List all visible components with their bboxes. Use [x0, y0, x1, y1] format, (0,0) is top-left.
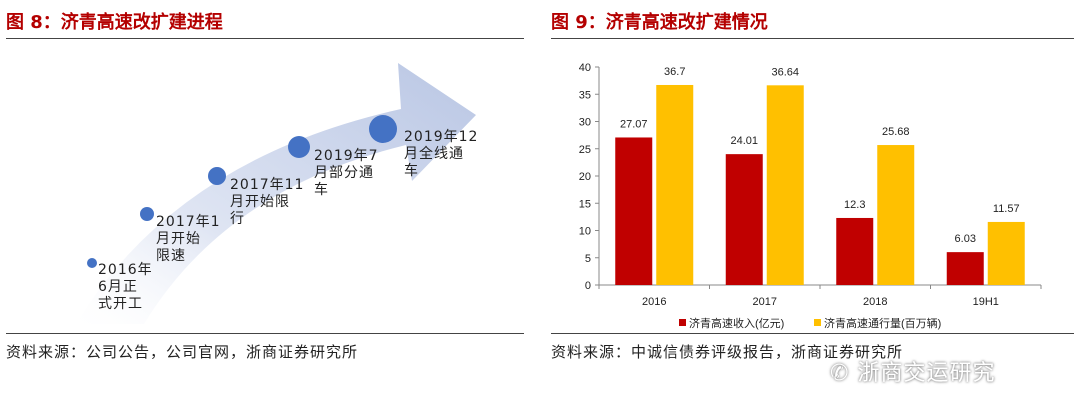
y-tick-label: 10 [579, 226, 591, 238]
x-tick-label: 19H1 [973, 296, 999, 308]
y-tick-label: 15 [579, 198, 591, 210]
data-label: 36.64 [771, 66, 799, 78]
data-label: 6.03 [955, 233, 976, 245]
y-tick-label: 35 [579, 89, 591, 101]
bar [836, 217, 874, 285]
right-panel: 图 9：济青高速改扩建情况 0 5 10 15 20 25 30 35 40 2016 27.07 3… [551, 0, 1074, 412]
milestone-label: 2016年 6月正 式开工 [98, 262, 153, 312]
y-tick-label: 25 [579, 144, 591, 156]
bar [877, 145, 915, 285]
bar [946, 252, 984, 285]
data-label: 24.01 [730, 135, 758, 147]
bar-chart: 0 5 10 15 20 25 30 35 40 2016 27.07 36.7 2017 24.01 36… [579, 62, 1042, 330]
source-rule [551, 333, 1074, 334]
milestone-label: 2017年11 月开始限 行 [230, 177, 305, 227]
timeline-graphic [76, 63, 476, 324]
milestone-label: 2019年12 月全线通 车 [404, 129, 479, 179]
milestone-label: 2017年1 月开始 限速 [156, 214, 221, 264]
wechat-icon: ✆ [830, 361, 850, 386]
data-label: 27.07 [620, 118, 648, 130]
x-tick-label: 2017 [753, 296, 777, 308]
data-label: 12.3 [844, 199, 865, 211]
milestone-dot [208, 167, 226, 185]
milestone-dot [369, 115, 397, 143]
y-tick-label: 30 [579, 117, 591, 129]
title-rule [551, 38, 1074, 39]
legend-label: 济青高速通行量(百万辆) [824, 316, 941, 330]
x-tick-label: 2018 [863, 296, 887, 308]
bar [615, 137, 653, 285]
y-tick-label: 0 [585, 280, 591, 292]
figure-9-title: 图 9：济青高速改扩建情况 [551, 12, 768, 33]
bar [766, 85, 804, 285]
source-note: 资料来源：中诚信债券评级报告，浙商证券研究所 [551, 343, 904, 361]
y-tick-label: 20 [579, 171, 591, 183]
y-tick-label: 40 [579, 62, 591, 74]
data-label: 25.68 [882, 126, 910, 138]
bar [656, 84, 694, 285]
legend-swatch [679, 319, 686, 326]
milestone-dot [140, 207, 154, 221]
title-rule [6, 38, 524, 39]
left-panel: 图 8：济青高速改扩建进程 2016年 6月正 式开工 2017年1 月开始 限… [6, 0, 524, 412]
figure-8-title: 图 8：济青高速改扩建进程 [6, 12, 223, 33]
source-note: 资料来源：公司公告，公司官网，浙商证券研究所 [6, 343, 359, 361]
data-label: 11.57 [993, 203, 1020, 215]
data-label: 36.7 [664, 66, 685, 78]
x-tick-label: 2016 [642, 296, 666, 308]
bar [987, 221, 1025, 285]
bar [725, 154, 763, 285]
y-tick-label: 5 [585, 253, 591, 265]
watermark-text: 浙商交运研究 [857, 361, 996, 386]
watermark: ✆ 浙商交运研究 [830, 355, 995, 387]
milestone-dot [87, 258, 97, 268]
legend-label: 济青高速收入(亿元) [689, 316, 784, 330]
milestone-label: 2019年7 月部分通 车 [314, 148, 379, 198]
legend-swatch [814, 319, 821, 326]
source-rule [6, 333, 524, 334]
milestone-dot [288, 136, 310, 158]
